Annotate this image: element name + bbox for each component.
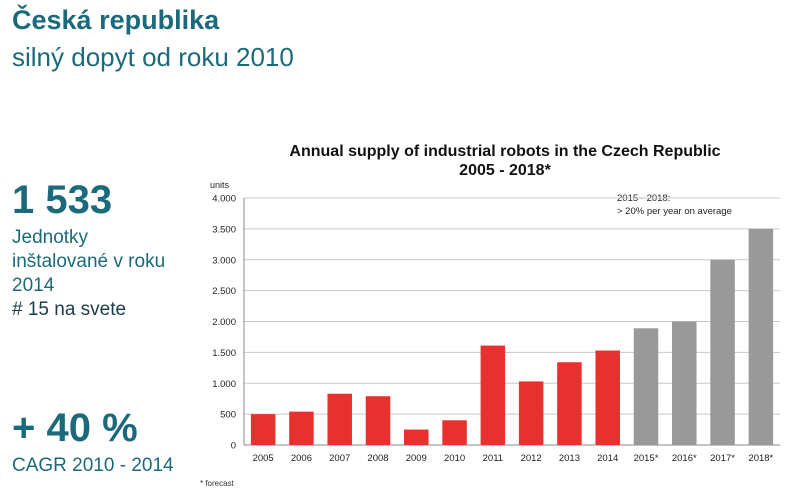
page-title: Česká republika — [12, 5, 220, 35]
y-tick-label: 2.500 — [212, 286, 236, 297]
bar — [518, 381, 544, 445]
chart-title: Annual supply of industrial robots in th… — [289, 143, 721, 160]
y-tick-label: 1.500 — [212, 348, 236, 359]
x-tick-label: 2013 — [559, 453, 580, 464]
x-tick-label: 2016* — [672, 453, 697, 464]
y-tick-label: 1.000 — [212, 379, 236, 390]
bar — [442, 420, 467, 445]
x-tick-label: 2018* — [748, 453, 773, 464]
x-tick-label: 2009 — [406, 453, 427, 464]
bar — [557, 362, 582, 445]
y-tick-label: 500 — [220, 410, 236, 421]
x-tick-label: 2015* — [634, 453, 659, 464]
forecast-bar — [710, 259, 735, 445]
growth-label: CAGR 2010 - 2014 — [12, 455, 174, 476]
y-tick-label: 3.000 — [212, 255, 236, 266]
bar — [365, 396, 391, 445]
x-tick-label: 2007 — [329, 453, 350, 464]
y-tick-label: 4.000 — [212, 194, 236, 205]
annotation-line-2: > 20% per year on average — [617, 206, 732, 217]
x-tick-label: 2014 — [597, 453, 618, 464]
world-rank: # 15 na svete — [12, 299, 127, 320]
forecast-bar — [672, 321, 697, 445]
x-tick-label: 2012 — [521, 453, 542, 464]
forecast-bar — [748, 228, 774, 445]
x-tick-label: 2006 — [291, 453, 312, 464]
units-installed-label-3: 2014 — [12, 275, 55, 296]
bar — [404, 429, 429, 445]
x-tick-label: 2008 — [367, 453, 388, 464]
units-installed-value: 1 533 — [12, 178, 113, 222]
units-installed-label-1: Jednotky — [12, 227, 89, 248]
bar — [327, 393, 352, 445]
forecast-footnote: * forecast — [200, 479, 234, 488]
x-tick-label: 2011 — [483, 453, 503, 464]
x-tick-label: 2010 — [444, 453, 465, 464]
x-tick-label: 2017* — [710, 453, 735, 464]
y-tick-label: 0 — [231, 441, 236, 452]
forecast-bar — [633, 328, 659, 445]
x-tick-label: 2005 — [253, 453, 274, 464]
bar — [289, 411, 314, 445]
y-tick-label: 3.500 — [212, 224, 236, 235]
bar — [480, 345, 506, 445]
bar — [250, 414, 276, 445]
bar — [595, 350, 620, 445]
page-subtitle: silný dopyt od roku 2010 — [12, 42, 294, 72]
growth-value: + 40 % — [12, 406, 138, 450]
units-installed-label-2: inštalované v roku — [12, 251, 166, 272]
y-tick-label: 2.000 — [212, 317, 236, 328]
chart-subtitle: 2005 - 2018* — [459, 162, 551, 179]
y-axis-label: units — [210, 180, 230, 190]
